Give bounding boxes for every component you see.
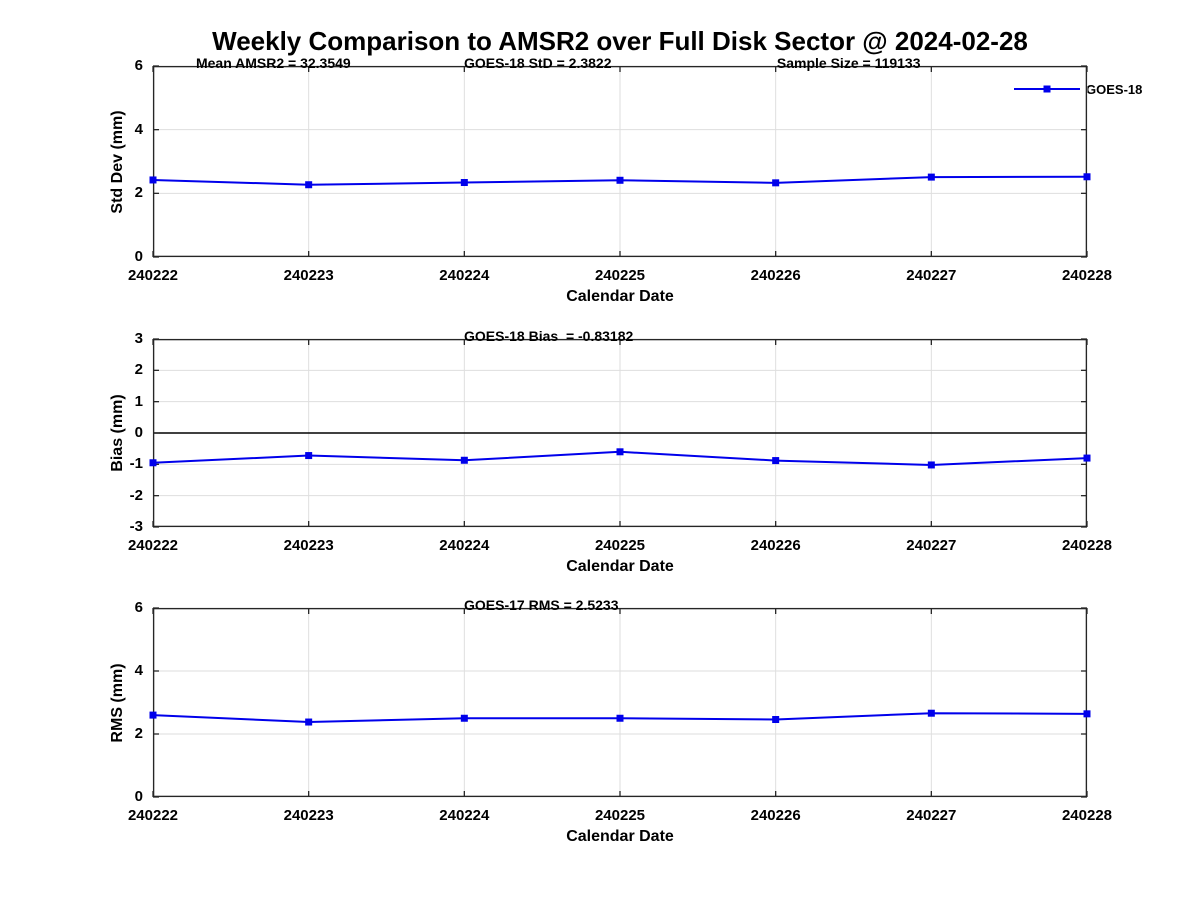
x-axis-label: Calendar Date [566, 288, 674, 305]
y-axis-label: Std Dev (mm) [109, 109, 126, 214]
data-point-marker [927, 173, 935, 181]
y-tick-label: 0 [134, 248, 143, 265]
x-axis-label: Calendar Date [566, 558, 674, 575]
y-tick-label: 6 [134, 599, 143, 616]
y-tick-label: -3 [129, 518, 143, 535]
data-point-marker [149, 711, 157, 719]
x-tick-label: 240224 [439, 807, 490, 824]
data-point-marker [460, 714, 468, 722]
plot-annotation: Mean AMSR2 = 32.3549 [195, 55, 351, 71]
x-tick-label: 240223 [283, 267, 334, 284]
y-tick-label: 6 [134, 57, 143, 74]
y-axis-label: RMS (mm) [109, 662, 126, 743]
y-tick-label: 2 [134, 361, 143, 379]
y-axis-label: Bias (mm) [109, 394, 126, 472]
x-tick-label: 240226 [750, 267, 801, 284]
y-tick-label: 2 [134, 725, 143, 742]
plot-annotation: GOES-18 Bias = -0.83182 [464, 328, 634, 344]
x-tick-label: 240225 [594, 807, 646, 824]
x-tick-label: 240226 [750, 537, 801, 554]
plot-area-0 [149, 65, 1091, 258]
data-point-marker [927, 709, 935, 717]
x-tick-label: 240224 [439, 537, 490, 554]
data-point-marker [460, 456, 468, 464]
x-tick-label: 240224 [439, 267, 490, 284]
x-axis-label: Calendar Date [566, 828, 674, 845]
data-point-marker [772, 716, 780, 724]
x-tick-label: 240222 [127, 807, 179, 824]
data-point-marker [1083, 173, 1091, 181]
x-tick-label: 240228 [1061, 807, 1113, 824]
x-tick-label: 240222 [127, 267, 179, 284]
legend: GOES-18 [1014, 80, 1142, 98]
y-tick-label: -2 [129, 486, 143, 504]
data-point-marker [616, 448, 624, 456]
data-point-marker [305, 452, 313, 460]
y-tick-label: 2 [134, 184, 143, 202]
plot-annotation: Sample Size = 119133 [776, 55, 921, 71]
figure-title: Weekly Comparison to AMSR2 over Full Dis… [212, 26, 1028, 56]
data-point-marker [149, 176, 157, 184]
legend-label: GOES-18 [1086, 81, 1143, 97]
y-tick-label: 4 [134, 120, 143, 138]
plot-area-1 [149, 338, 1091, 528]
x-tick-label: 240225 [594, 267, 646, 284]
data-point-marker [772, 457, 780, 465]
y-tick-label: -1 [129, 455, 143, 473]
data-point-marker [460, 179, 468, 187]
x-tick-label: 240228 [1061, 267, 1113, 284]
y-tick-label: 0 [134, 424, 143, 441]
data-point-marker [1083, 454, 1091, 462]
x-tick-label: 240223 [283, 537, 334, 554]
data-point-marker [305, 181, 313, 189]
x-tick-label: 240223 [283, 807, 334, 824]
y-tick-label: 4 [134, 662, 143, 679]
data-point-marker [927, 461, 935, 469]
data-point-marker [149, 459, 157, 467]
data-point-marker [772, 179, 780, 187]
x-tick-label: 240227 [906, 807, 957, 824]
x-tick-label: 240222 [127, 537, 179, 554]
plot-annotation: GOES-17 RMS = 2.5233 [464, 597, 619, 613]
data-point-marker [305, 718, 313, 726]
x-tick-label: 240227 [906, 537, 957, 554]
y-tick-label: 1 [134, 392, 143, 410]
x-tick-label: 240225 [594, 537, 646, 554]
plot-area-2 [149, 607, 1091, 798]
plot-annotation: GOES-18 StD = 2.3822 [464, 55, 612, 71]
data-point-marker [616, 714, 624, 722]
y-tick-label: 3 [134, 330, 143, 347]
x-tick-label: 240226 [750, 807, 801, 824]
x-tick-label: 240227 [906, 267, 957, 284]
legend-line-marker-icon [1014, 85, 1080, 93]
y-tick-label: 0 [134, 788, 143, 805]
data-point-marker [1083, 710, 1091, 718]
data-point-marker [616, 176, 624, 184]
x-tick-label: 240228 [1061, 537, 1113, 554]
